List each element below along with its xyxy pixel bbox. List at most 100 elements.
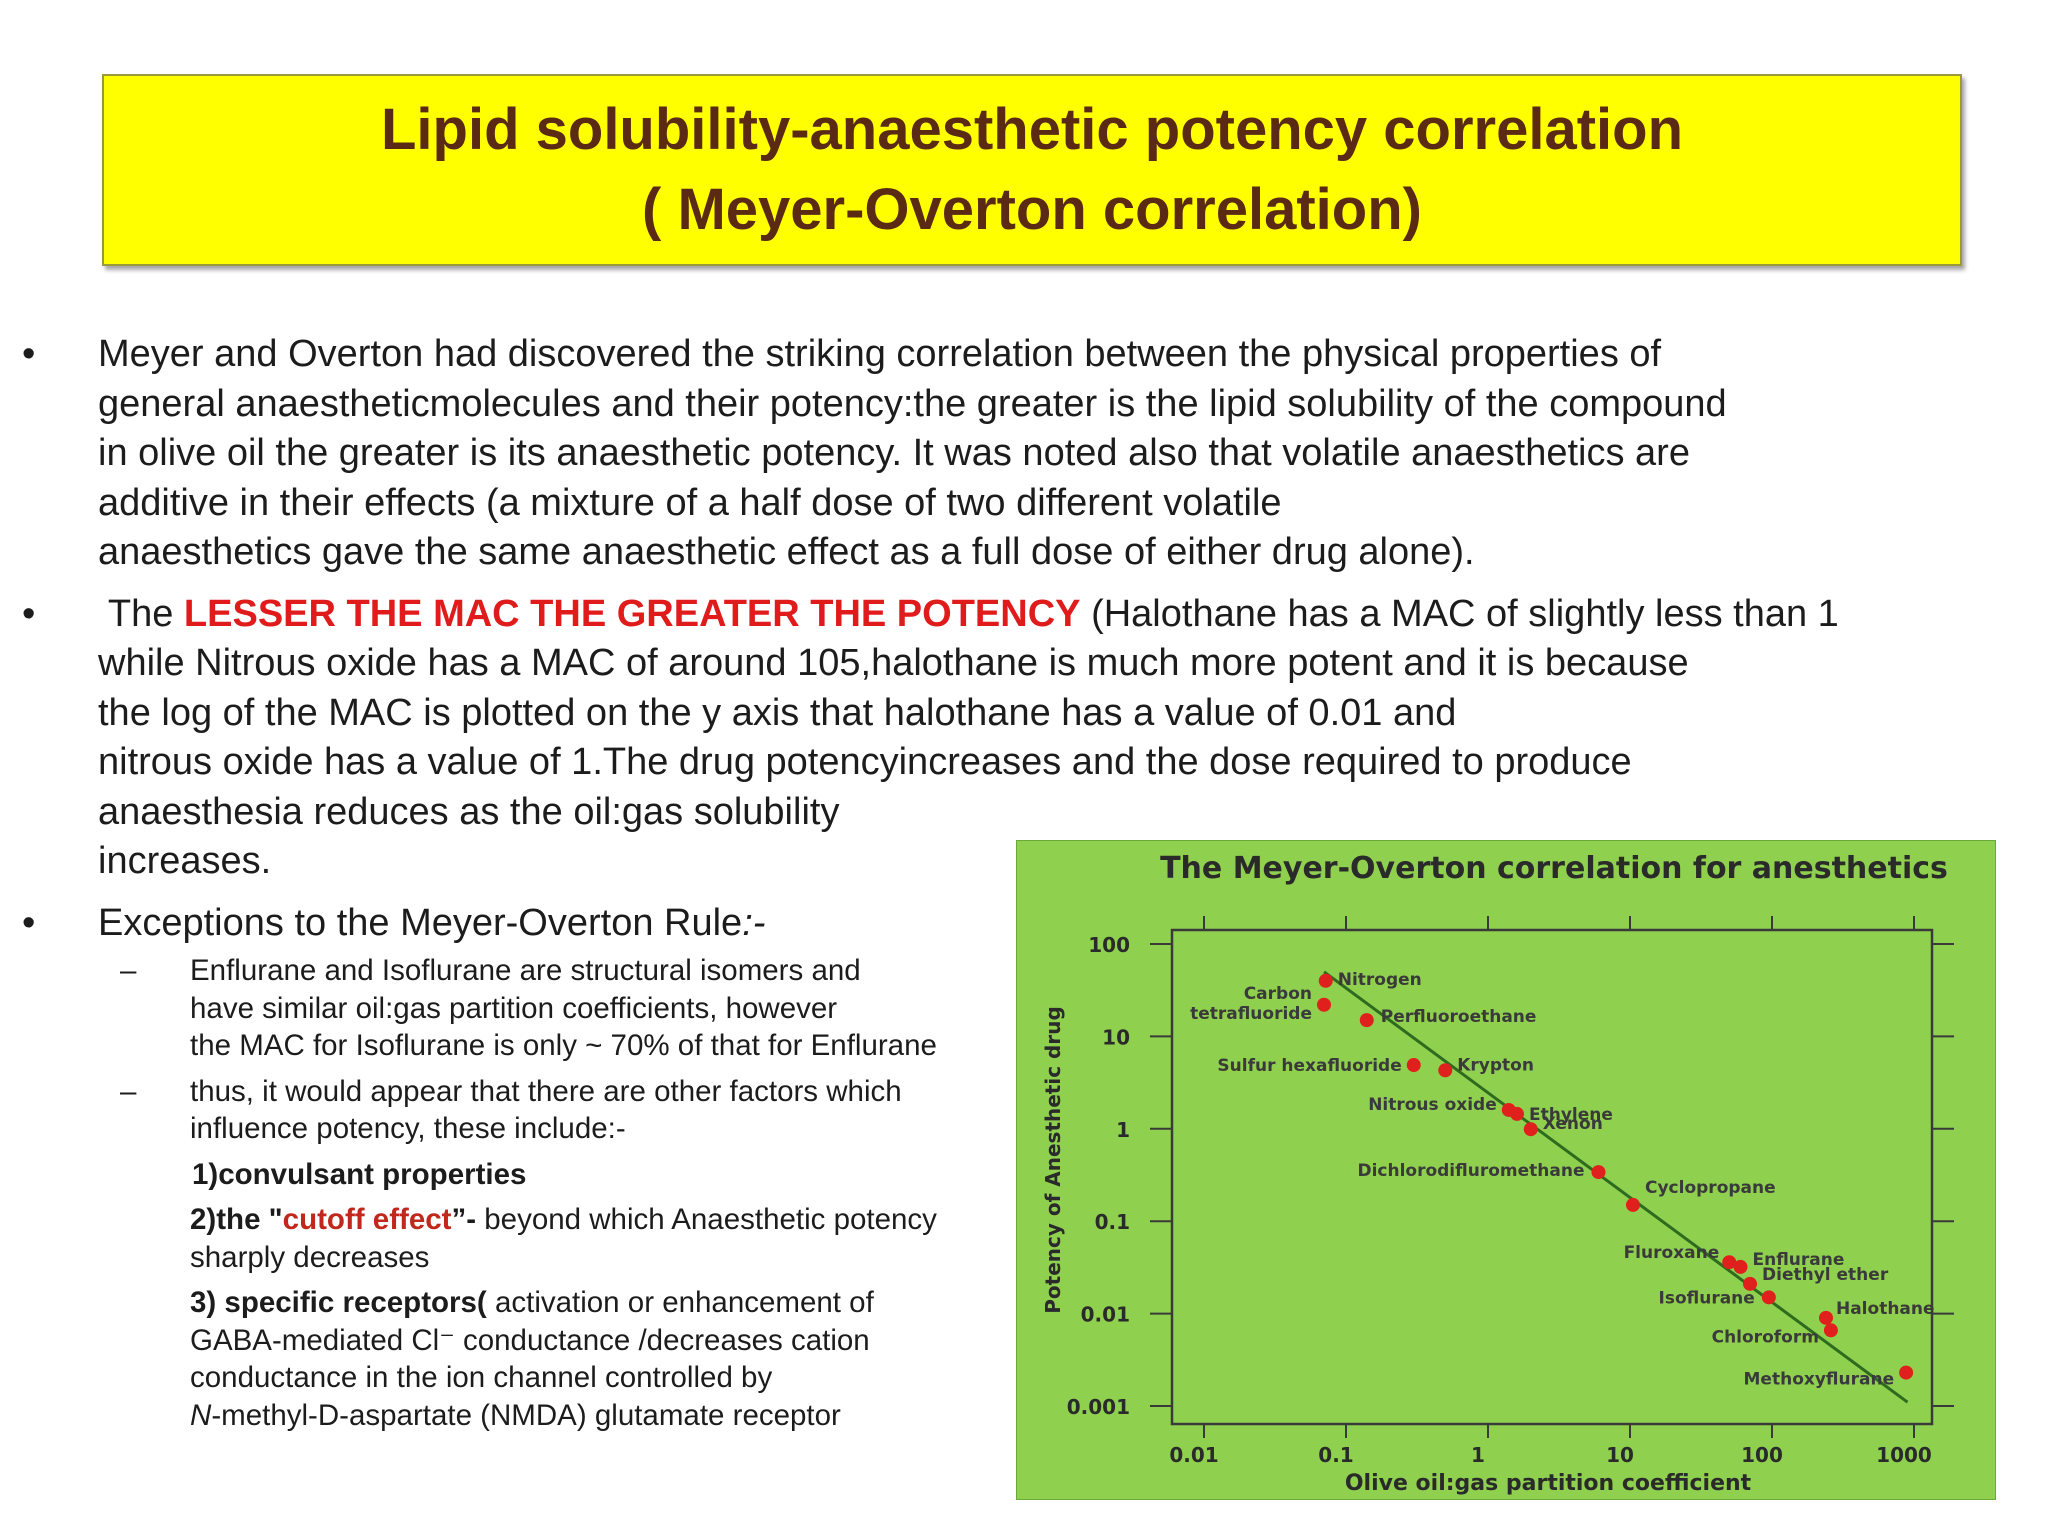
- x-axis-label: Olive oil:gas partition coefficient: [1345, 1471, 1752, 1496]
- bullet-mac-potency: • The LESSER THE MAC THE GREATER THE POT…: [0, 590, 1960, 887]
- bullet-line: anaesthesia reduces as the oil:gas solub…: [98, 790, 840, 833]
- bullet-prefix: The: [98, 592, 184, 635]
- sub-line: Enflurane and Isoflurane are structural …: [190, 954, 861, 987]
- y-tick-label: 0.01: [1081, 1303, 1130, 1327]
- bullet-line: general anaestheticmolecules and their p…: [98, 382, 1727, 425]
- data-point: [1359, 1013, 1374, 1028]
- data-point-label: Enflurane: [1752, 1250, 1844, 1270]
- data-point-label: Fluroxane: [1624, 1243, 1720, 1263]
- data-point: [1626, 1197, 1641, 1212]
- sub-line: thus, it would appear that there are oth…: [190, 1074, 902, 1108]
- bullet-line: nitrous oxide has a value of 1.The drug …: [98, 741, 1632, 783]
- data-point: [1523, 1122, 1538, 1137]
- bullet-line: while Nitrous oxide has a MAC of around …: [98, 642, 1689, 684]
- sub-bullet-isomers: – Enflurane and Isoflurane are structura…: [0, 952, 1040, 1065]
- factor-line: 3) specific receptors( activation or enh…: [190, 1284, 1040, 1322]
- bullet-exceptions: • Exceptions to the Meyer-Overton Rule:-: [0, 899, 1960, 949]
- data-points: Nitrogen Carbon tetrafluoride Perfluoroetha…: [1190, 970, 1934, 1390]
- factor-line: conductance in the ion channel controlle…: [190, 1361, 773, 1394]
- data-point: [1438, 1063, 1453, 1078]
- factor-rest: beyond which Anaesthetic potency: [476, 1203, 937, 1236]
- data-point-label: Methoxyflurane: [1744, 1370, 1895, 1390]
- bullet-line: The LESSER THE MAC THE GREATER THE POTEN…: [98, 590, 1960, 640]
- data-point: [1406, 1058, 1421, 1073]
- y-tick-labels: 100 10 1 0.1 0.01 0.001: [1067, 933, 1130, 1419]
- bullet-line: the log of the MAC is plotted on the y a…: [98, 691, 1457, 734]
- bullet-list: • Meyer and Overton had discovered the s…: [0, 330, 1960, 1434]
- bullet-line-rest: (Halothane has a MAC of slightly less th…: [1080, 592, 1839, 635]
- factor-cutoff: 2)the "cutoff effect”- beyond which Anae…: [0, 1201, 1040, 1276]
- chart-svg: The Meyer-Overton correlation for anesth…: [1015, 839, 1997, 1501]
- exceptions-heading-suffix: :-: [742, 901, 766, 944]
- factor-convulsant: 1)convulsant properties: [192, 1157, 527, 1191]
- factor-rest: -methyl-D-aspartate (NMDA) glutamate rec…: [211, 1398, 841, 1432]
- sub-bullet-dash: –: [120, 1074, 137, 1108]
- x-tick-label: 1: [1471, 1443, 1485, 1467]
- bullet-line: additive in their effects (a mixture of …: [98, 481, 1282, 524]
- x-tick-labels: 0.01 0.1 1 10 100 1000: [1169, 1443, 1932, 1467]
- sub-line: the MAC for Isoflurane is only ~ 70% of …: [190, 1029, 937, 1062]
- data-point: [1899, 1365, 1914, 1380]
- x-tick-label: 100: [1741, 1443, 1783, 1467]
- factor-line: GABA-mediated Cl⁻ conductance /decreases…: [190, 1323, 870, 1357]
- y-tick-label: 1: [1116, 1118, 1130, 1142]
- data-point: [1509, 1106, 1524, 1121]
- factor-italic: N: [190, 1398, 212, 1432]
- factor-line: 2)the "cutoff effect”- beyond which Anae…: [190, 1201, 1040, 1239]
- y-axis-label: Potency of Anesthetic drug: [1041, 1006, 1065, 1314]
- mac-highlight: LESSER THE MAC THE GREATER THE POTENCY: [183, 592, 1081, 635]
- meyer-overton-chart: The Meyer-Overton correlation for anesth…: [1015, 839, 1997, 1501]
- factor-suffix: ”-: [451, 1203, 477, 1236]
- data-point-label-line: tetrafluoride: [1190, 1004, 1312, 1024]
- slide-title-line-1: Lipid solubility-anaesthetic potency cor…: [381, 97, 1683, 162]
- data-point-label: Chloroform: [1712, 1327, 1819, 1347]
- chart-title: The Meyer-Overton correlation for anesth…: [1160, 851, 1948, 886]
- trend-line: [1323, 970, 1909, 1404]
- data-point-label: Nitrogen: [1338, 970, 1422, 990]
- data-point-label: Krypton: [1457, 1055, 1534, 1075]
- bullet-line: Meyer and Overton had discovered the str…: [98, 333, 1662, 375]
- slide-title-box: Lipid solubility-anaesthetic potency cor…: [102, 74, 1962, 266]
- factor-rest: activation or enhancement of: [486, 1286, 874, 1319]
- x-tick-label: 1000: [1876, 1443, 1932, 1467]
- data-point-label: Isoflurane: [1659, 1288, 1755, 1308]
- data-point: [1818, 1310, 1833, 1325]
- bullet-line: in olive oil the greater is its anaesthe…: [98, 432, 1690, 474]
- sub-bullet-dash: –: [120, 954, 137, 987]
- data-point: [1761, 1290, 1776, 1305]
- chart-background: [1015, 839, 1997, 1501]
- y-tick-label: 100: [1088, 933, 1130, 957]
- data-point-label: Dichlorodifluromethane: [1357, 1161, 1584, 1181]
- axis-ticks: [1150, 916, 1954, 1438]
- data-point-label: Cyclopropane: [1645, 1178, 1776, 1198]
- exceptions-heading: Exceptions to the Meyer-Overton Rule: [98, 901, 743, 944]
- factor-line: sharply decreases: [190, 1240, 430, 1274]
- data-point-label: Xenon: [1543, 1114, 1603, 1134]
- bullet-meyer-overton: • Meyer and Overton had discovered the s…: [0, 330, 1960, 578]
- sub-bullet-other-factors: – thus, it would appear that there are o…: [0, 1073, 1040, 1148]
- data-point-label: Carbon tetrafluoride: [1190, 984, 1312, 1024]
- data-point-label-line: Carbon: [1244, 984, 1312, 1004]
- data-point-label: Halothane: [1836, 1299, 1935, 1319]
- bullet-dot: •: [22, 901, 36, 944]
- data-point-label: Ethylene: [1529, 1105, 1613, 1125]
- data-point: [1318, 973, 1333, 988]
- data-point-label: Sulfur hexafluoride: [1217, 1056, 1401, 1076]
- data-point-label: Nitrous oxide: [1368, 1095, 1497, 1115]
- y-tick-label: 0.1: [1095, 1210, 1130, 1234]
- cutoff-highlight: cutoff effect: [282, 1203, 452, 1236]
- data-point: [1722, 1255, 1737, 1270]
- factor-line: N-methyl-D-aspartate (NMDA) glutamate re…: [190, 1397, 1040, 1435]
- data-point: [1743, 1276, 1758, 1291]
- sub-line: have similar oil:gas partition coefficie…: [190, 991, 838, 1025]
- bullet-dot: •: [22, 333, 36, 375]
- bullet-dot: •: [22, 592, 36, 635]
- x-tick-label: 0.01: [1169, 1443, 1218, 1467]
- y-tick-label: 0.001: [1067, 1395, 1130, 1419]
- x-tick-label: 0.1: [1318, 1443, 1353, 1467]
- sub-line: influence potency, these include:-: [190, 1112, 626, 1145]
- data-point-label: Perfluoroethane: [1381, 1007, 1537, 1027]
- data-point: [1591, 1165, 1606, 1180]
- slide-title-line-2: ( Meyer-Overton correlation): [642, 177, 1422, 242]
- bullet-line: Exceptions to the Meyer-Overton Rule:-: [98, 899, 1960, 949]
